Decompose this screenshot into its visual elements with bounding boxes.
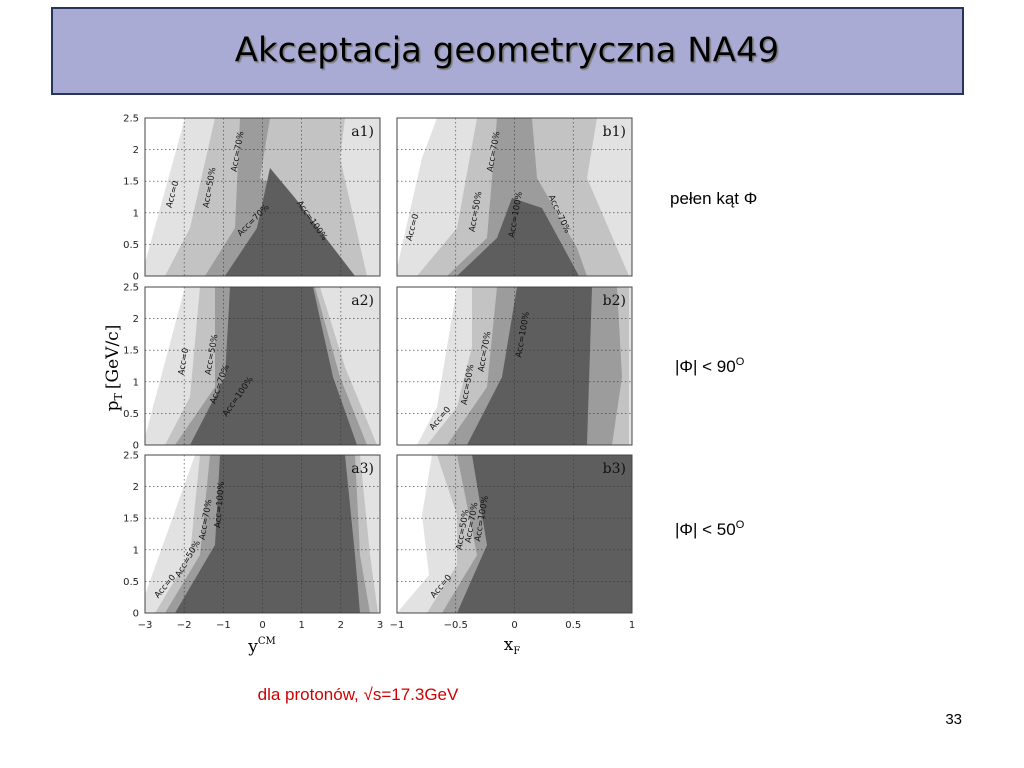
acceptance-region: [397, 287, 457, 445]
panel-frame: [144, 286, 381, 446]
title-box: [51, 7, 964, 95]
x-tick-label: −3: [138, 620, 153, 631]
panel-frame: [144, 117, 381, 277]
panel: a3)Acc=0Acc=50%Acc=70%Acc=100%00.511.522…: [123, 451, 383, 632]
row-label: |Φ| < 50O: [675, 519, 745, 539]
y-tick-label: 0: [133, 272, 139, 283]
x-tick-label: −1: [390, 620, 405, 631]
y-tick-label: 1.5: [123, 177, 139, 188]
x-tick-label: 3: [377, 620, 383, 631]
label-sub: T: [112, 392, 125, 400]
panel: b1)Acc=0 Acc=50%Acc=70%Acc=100% Acc=70%: [396, 117, 633, 277]
y-axis-label: pT [GeV/c]: [103, 325, 125, 412]
x-axis-label: xF: [504, 635, 521, 657]
y-tick-label: 0: [133, 441, 139, 452]
row-label: |Φ| < 90O: [675, 356, 745, 376]
y-tick-label: 0: [133, 609, 139, 620]
panel-label: a2): [351, 293, 374, 309]
y-tick-label: 1.5: [123, 514, 139, 525]
acceptance-region: [225, 168, 355, 276]
panel-label: b1): [603, 124, 626, 140]
y-tick-label: 1: [133, 208, 139, 219]
contour-label: Acc=100%: [213, 481, 227, 528]
y-tick-label: 2: [133, 482, 139, 493]
y-tick-label: 0.5: [123, 577, 139, 588]
acceptance-region: [175, 455, 360, 613]
panel: a2)Acc=0 Acc=50%Acc=70%Acc=100%00.511.522…: [123, 283, 381, 452]
y-tick-label: 2: [133, 145, 139, 156]
slide-title: Akceptacja geometryczna NA49: [235, 31, 780, 71]
panel: a1)Acc=0 Acc=50%Acc=70%Acc=70% Acc=100%00.…: [123, 114, 381, 283]
label-part: y: [247, 637, 258, 657]
y-tick-label: 0.5: [123, 409, 139, 420]
y-tick-label: 1.5: [123, 346, 139, 357]
row-label: pełen kąt Φ: [670, 189, 757, 208]
x-tick-label: 2: [338, 620, 344, 631]
panel-frame: [144, 454, 381, 614]
y-tick-label: 2.5: [123, 283, 139, 294]
row-label-sup: O: [736, 519, 745, 531]
panel-frame: [396, 117, 633, 277]
panel-frame: [396, 286, 633, 446]
row-label-text: |Φ| < 90: [675, 357, 736, 376]
label-part: x: [504, 635, 514, 655]
page-number: 33: [945, 711, 962, 728]
y-tick-label: 1: [133, 377, 139, 388]
x-tick-label: 0: [259, 620, 265, 631]
x-axis-label: yCM: [247, 636, 276, 657]
x-tick-label: 0: [511, 620, 517, 631]
x-tick-label: 1: [629, 620, 635, 631]
y-tick-label: 1: [133, 545, 139, 556]
acceptance-region: [190, 287, 357, 445]
x-tick-label: −2: [177, 620, 192, 631]
x-tick-label: −1: [216, 620, 231, 631]
x-tick-label: 1: [298, 620, 304, 631]
acceptance-region: [467, 287, 592, 445]
row-label-text: |Φ| < 50: [675, 520, 736, 539]
caption: dla protonów, √s=17.3GeV: [258, 685, 459, 704]
label-sub: F: [513, 646, 520, 657]
y-tick-label: 2: [133, 314, 139, 325]
contour-label: Acc=0: [177, 347, 192, 376]
y-tick-label: 2.5: [123, 451, 139, 462]
y-tick-label: 0.5: [123, 240, 139, 251]
x-tick-label: 0.5: [565, 620, 581, 631]
label-part: [GeV/c]: [103, 325, 123, 389]
acceptance-region: [457, 198, 579, 276]
panel-label: a3): [351, 461, 374, 477]
panel-label: b3): [603, 461, 626, 477]
label-part: p: [103, 400, 123, 411]
row-label-text: pełen kąt Φ: [670, 189, 757, 208]
panel-frame: [396, 454, 633, 614]
y-tick-label: 2.5: [123, 114, 139, 125]
panel-label: b2): [603, 293, 626, 309]
acceptance-region: [397, 455, 432, 613]
acceptance-region: [457, 455, 632, 613]
panel-label: a1): [351, 124, 374, 140]
x-tick-label: −0.5: [444, 620, 468, 631]
row-label-sup: O: [736, 356, 745, 368]
label-sup: CM: [258, 636, 276, 647]
